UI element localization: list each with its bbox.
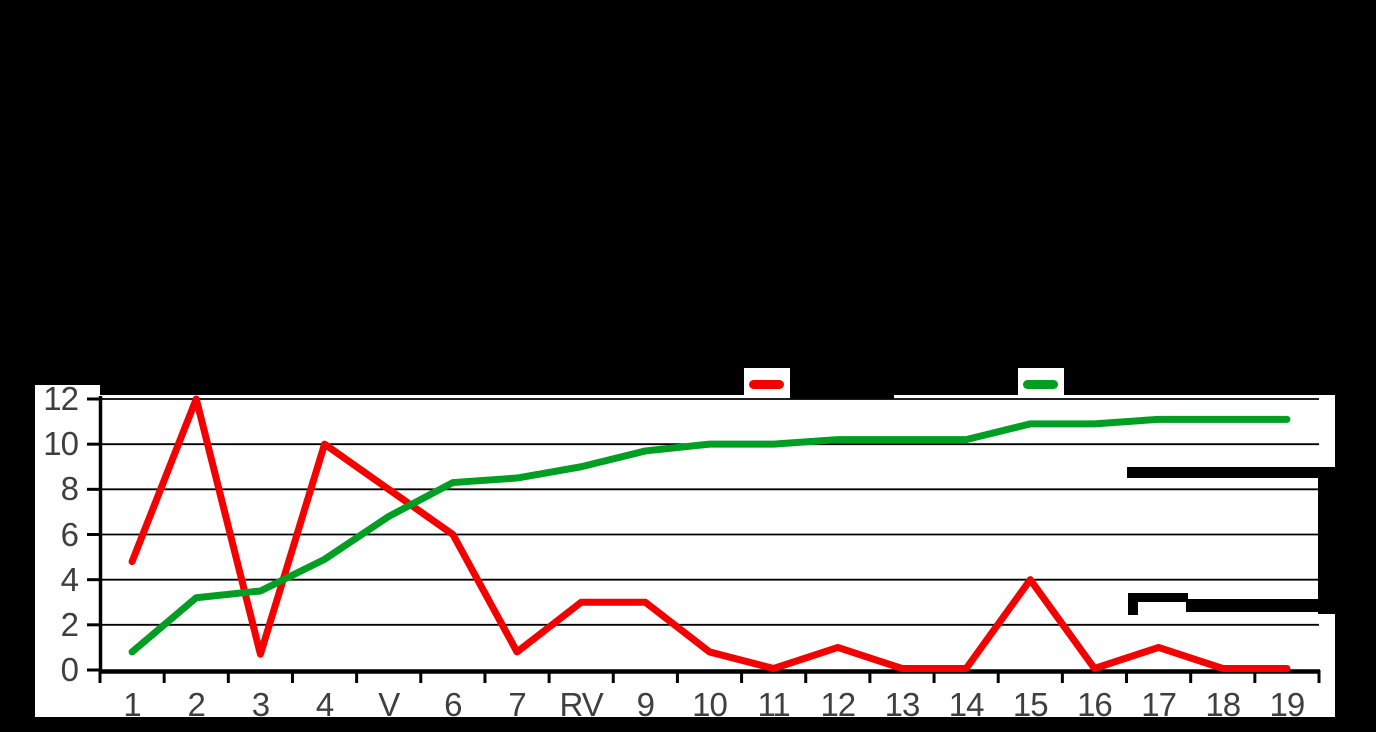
x-tick-label: 16 [1077,686,1113,723]
y-tick-label: 2 [60,605,79,643]
y-tick-label: 4 [60,560,79,598]
y-tick-label: 12 [43,380,79,417]
x-tick-label: 15 [1012,686,1049,723]
x-tick-label: 3 [251,686,270,723]
x-tick-label: 13 [884,686,921,723]
x-tick-label: 4 [315,686,334,723]
y-tick-label: 10 [43,425,79,463]
x-tick-label: 14 [948,686,985,723]
x-tick-label: 2 [187,686,206,723]
x-tick-label: 11 [757,686,791,723]
redaction-bar [1128,593,1188,602]
x-tick-label: 9 [636,686,655,723]
legend-item-red [744,368,790,396]
y-tick-label: 6 [60,515,79,553]
redacted-title-area [100,385,1376,395]
x-tick-label: 7 [508,686,526,723]
x-tick-label: 1 [123,686,141,723]
redaction-bar [1128,593,1138,615]
redaction-bar [1186,599,1376,612]
x-tick-label: 10 [692,686,728,723]
red-series-line [128,395,1291,672]
x-tick-label: V [378,686,400,723]
x-tick-label: 6 [444,686,462,723]
legend-green-marker [1023,380,1058,389]
x-tick-label: 18 [1205,686,1241,723]
legend-red-marker [749,380,784,389]
redaction-bar [1318,467,1376,614]
redacted-legend-text [790,385,894,399]
x-tick-label: 12 [820,686,856,723]
x-tick-label: 17 [1141,686,1177,723]
green-series-line [128,415,1291,656]
y-tick-label: 8 [60,470,79,508]
legend-item-green [1018,368,1064,396]
x-tick-label: RV [559,686,604,723]
y-tick-label: 0 [60,651,79,688]
x-tick-label: 19 [1269,686,1306,723]
redaction-bar [1127,467,1376,478]
